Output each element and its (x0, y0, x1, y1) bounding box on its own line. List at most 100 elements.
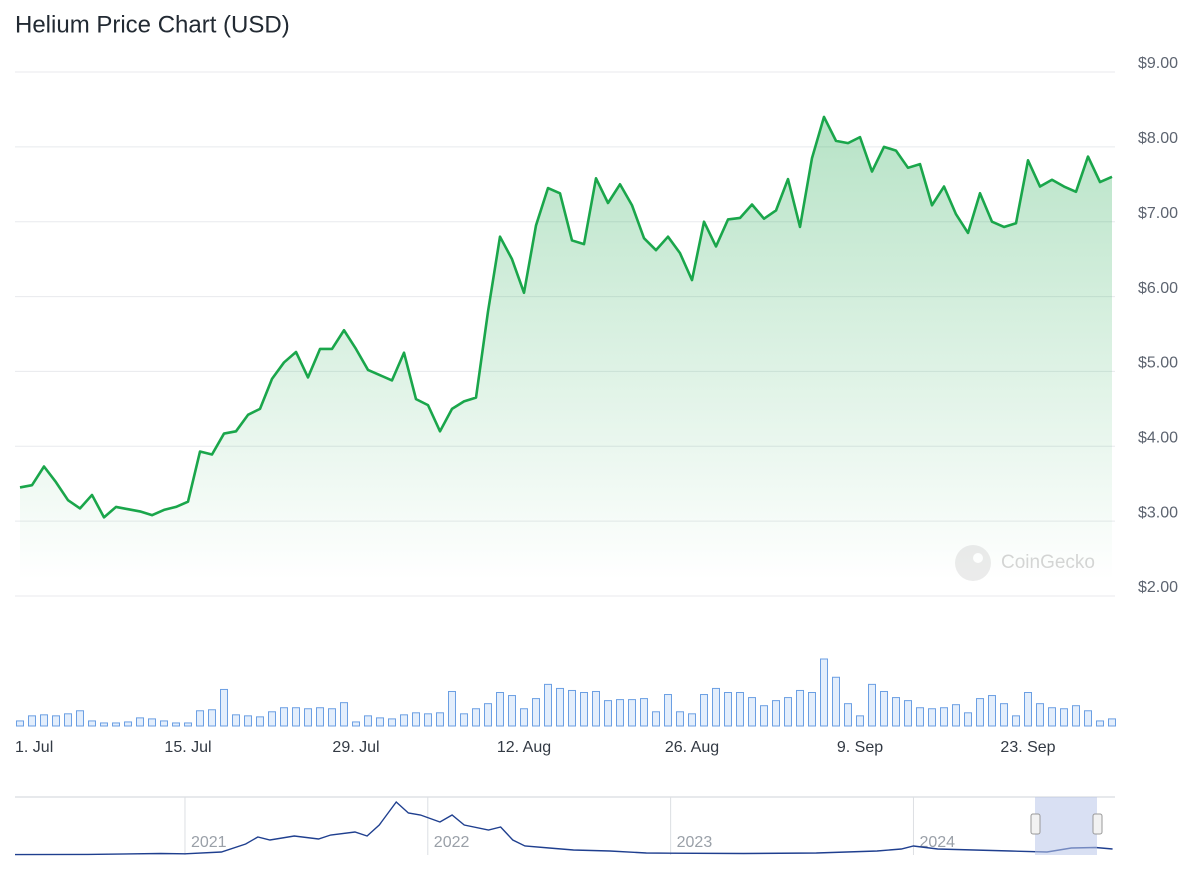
x-tick-label: 1. Jul (15, 739, 53, 756)
volume-bar (1000, 703, 1008, 727)
volume-bar (304, 708, 312, 727)
y-tick-label: $4.00 (1138, 430, 1178, 447)
volume-bar (760, 705, 768, 727)
volume-bar (1036, 703, 1044, 727)
volume-bar (184, 722, 192, 727)
volume-bar (448, 690, 456, 727)
volume-bar (736, 692, 744, 727)
volume-bar (376, 717, 384, 727)
x-tick-label: 26. Aug (665, 739, 719, 756)
navigator-tick-label: 2021 (191, 834, 227, 851)
volume-bar (604, 700, 612, 727)
volume-bar (712, 687, 720, 727)
volume-bar (976, 698, 984, 727)
volume-bar (1096, 720, 1104, 727)
volume-bar (916, 707, 924, 727)
volume-bar (940, 707, 948, 727)
navigator-line (14, 800, 1113, 856)
volume-bar (1060, 708, 1068, 727)
volume-bar (628, 699, 636, 727)
volume-bar (172, 722, 180, 727)
navigator-tick-label: 2023 (677, 834, 713, 851)
volume-bar (772, 700, 780, 727)
watermark-text: CoinGecko (1001, 552, 1095, 573)
volume-bar (256, 716, 264, 727)
volume-bar (856, 715, 864, 727)
range-selector[interactable] (1030, 797, 1103, 855)
volume-bar (580, 692, 588, 727)
x-tick-label: 29. Jul (332, 739, 379, 756)
y-tick-label: $7.00 (1138, 205, 1178, 222)
y-tick-label: $8.00 (1138, 130, 1178, 147)
volume-bar (508, 695, 516, 727)
price-line (19, 115, 1113, 519)
volume-bar (292, 707, 300, 727)
volume-bar (400, 714, 408, 727)
volume-bar (1048, 707, 1056, 727)
volume-bar (472, 708, 480, 727)
volume-bar (724, 692, 732, 727)
volume-bar (76, 710, 84, 727)
volume-bar (424, 713, 432, 727)
volume-bar (892, 697, 900, 727)
x-tick-label: 23. Sep (1000, 739, 1055, 756)
range-selection[interactable] (1035, 797, 1097, 855)
volume-bar (964, 712, 972, 727)
y-tick-label: $9.00 (1138, 55, 1178, 72)
volume-bar (784, 697, 792, 727)
volume-bar (460, 713, 468, 727)
chart-title: Helium Price Chart (USD) (15, 11, 290, 38)
range-handle-right[interactable] (1092, 813, 1103, 835)
volume-bar (484, 703, 492, 727)
volume-bar (616, 699, 624, 727)
y-tick-label: $3.00 (1138, 504, 1178, 521)
volume-bar (688, 713, 696, 727)
marks-layer (16, 115, 1116, 727)
volume-bar (1012, 715, 1020, 727)
volume-bar (820, 658, 828, 727)
range-handle-left[interactable] (1030, 813, 1041, 835)
volume-bar (208, 709, 216, 727)
volume-bar (664, 694, 672, 727)
volume-bar (160, 720, 168, 727)
volume-bar (232, 714, 240, 727)
volume-bar (988, 695, 996, 727)
volume-bar (832, 676, 840, 727)
x-tick-label: 15. Jul (164, 739, 211, 756)
volume-bar (316, 707, 324, 727)
volume-bar (136, 717, 144, 727)
volume-bar (844, 703, 852, 727)
volume-bar (880, 690, 888, 727)
volume-bar (796, 689, 804, 727)
x-tick-label: 12. Aug (497, 739, 551, 756)
watermark-logo (955, 545, 991, 581)
y-tick-label: $5.00 (1138, 355, 1178, 372)
volume-bar (652, 711, 660, 727)
volume-bar (532, 698, 540, 727)
volume-bar (904, 700, 912, 727)
volume-bar (568, 689, 576, 727)
volume-bar (280, 707, 288, 727)
navigator-tick-label: 2022 (434, 834, 470, 851)
volume-bar (100, 722, 108, 727)
volume-bar (556, 687, 564, 727)
area-layer (20, 116, 1112, 597)
volume-bar (748, 697, 756, 727)
volume-bar (352, 721, 360, 727)
volume-bar (268, 711, 276, 727)
volume-bar (496, 692, 504, 727)
navigator: 2021 2022 2023 2024 (14, 796, 1115, 856)
volume-bar (244, 715, 252, 727)
volume-bar (388, 718, 396, 727)
volume-bar (700, 694, 708, 727)
x-tick-label: 9. Sep (837, 739, 883, 756)
navigator-tick-label: 2024 (919, 834, 955, 851)
volume-bar (1024, 692, 1032, 727)
volume-bar (220, 688, 228, 727)
volume-bar (364, 715, 372, 727)
volume-bar (28, 715, 36, 727)
volume-bar (124, 721, 132, 727)
volume-bar (40, 714, 48, 727)
volume-bar (340, 702, 348, 727)
